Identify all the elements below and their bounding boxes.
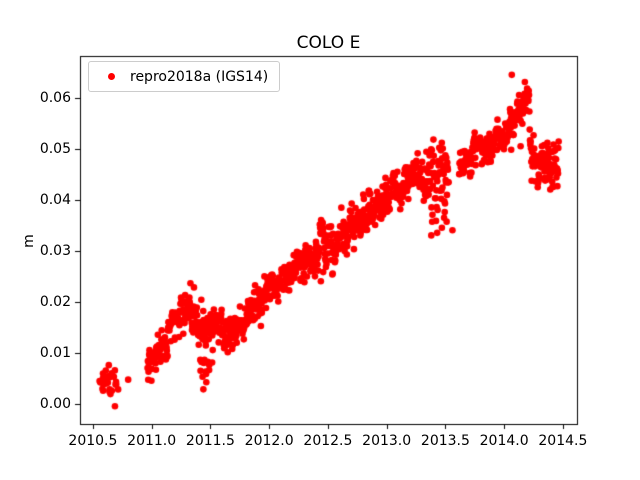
x-tick-label: 2010.5 bbox=[68, 433, 118, 449]
y-tick-label: 0.06 bbox=[39, 89, 71, 106]
x-tick-label: 2013.0 bbox=[362, 433, 412, 449]
x-tick-label: 2014.5 bbox=[538, 433, 588, 449]
y-tick-label: 0.02 bbox=[39, 293, 71, 310]
x-tick-label: 2011.0 bbox=[127, 433, 177, 449]
x-tick-label: 2012.0 bbox=[244, 433, 294, 449]
legend-label: repro2018a (IGS14) bbox=[130, 68, 269, 85]
y-tick-label: 0.00 bbox=[39, 395, 71, 412]
y-tick-label: 0.01 bbox=[39, 344, 71, 361]
plot-title: COLO E bbox=[296, 33, 361, 53]
x-tick-label: 2012.5 bbox=[303, 433, 353, 449]
y-tick-label: 0.04 bbox=[39, 191, 71, 208]
x-tick-label: 2013.5 bbox=[420, 433, 470, 449]
y-tick-label: 0.03 bbox=[39, 242, 71, 259]
x-tick-label: 2011.5 bbox=[185, 433, 235, 449]
legend: repro2018a (IGS14) bbox=[88, 61, 280, 92]
y-tick-label: 0.05 bbox=[39, 140, 71, 157]
legend-marker-icon bbox=[108, 73, 115, 80]
x-tick-label: 2014.0 bbox=[479, 433, 529, 449]
